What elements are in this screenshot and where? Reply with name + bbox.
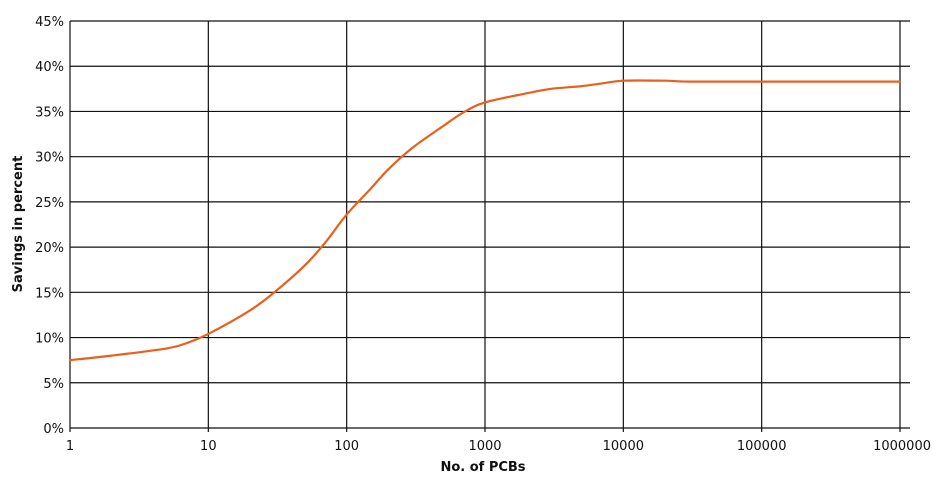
x-tick-label: 10000 [603,439,644,454]
x-tick-label: 100 [334,439,359,454]
y-axis-title: Savings in percent [11,156,26,293]
y-tick-label: 35% [35,105,64,120]
x-axis-ticks: 1 10 100 1000 10000 100000 1000000 [66,439,931,454]
y-tick-label: 5% [43,377,64,392]
y-tick-label: 20% [35,241,64,256]
y-tick-label: 15% [35,286,64,301]
series-line [68,79,902,362]
y-tick-label: 10% [35,332,64,347]
x-tick-label: 1000 [468,439,501,454]
series-layer [68,79,902,362]
x-axis-title: No. of PCBs [440,460,525,475]
y-axis-ticks: 0% 5% 10% 15% 20% 25% 30% 35% 40% 45% [35,15,64,437]
y-tick-label: 40% [35,60,64,75]
y-tick-label: 25% [35,196,64,211]
x-tick-label: 100000 [737,439,787,454]
y-tick-label: 45% [35,15,64,30]
y-tick-label: 0% [43,422,64,437]
y-tick-label: 30% [35,151,64,166]
x-tick-label: 1 [66,439,74,454]
x-tick-label: 1000000 [873,439,931,454]
x-tick-label: 10 [200,439,217,454]
grid-lines [69,20,910,432]
